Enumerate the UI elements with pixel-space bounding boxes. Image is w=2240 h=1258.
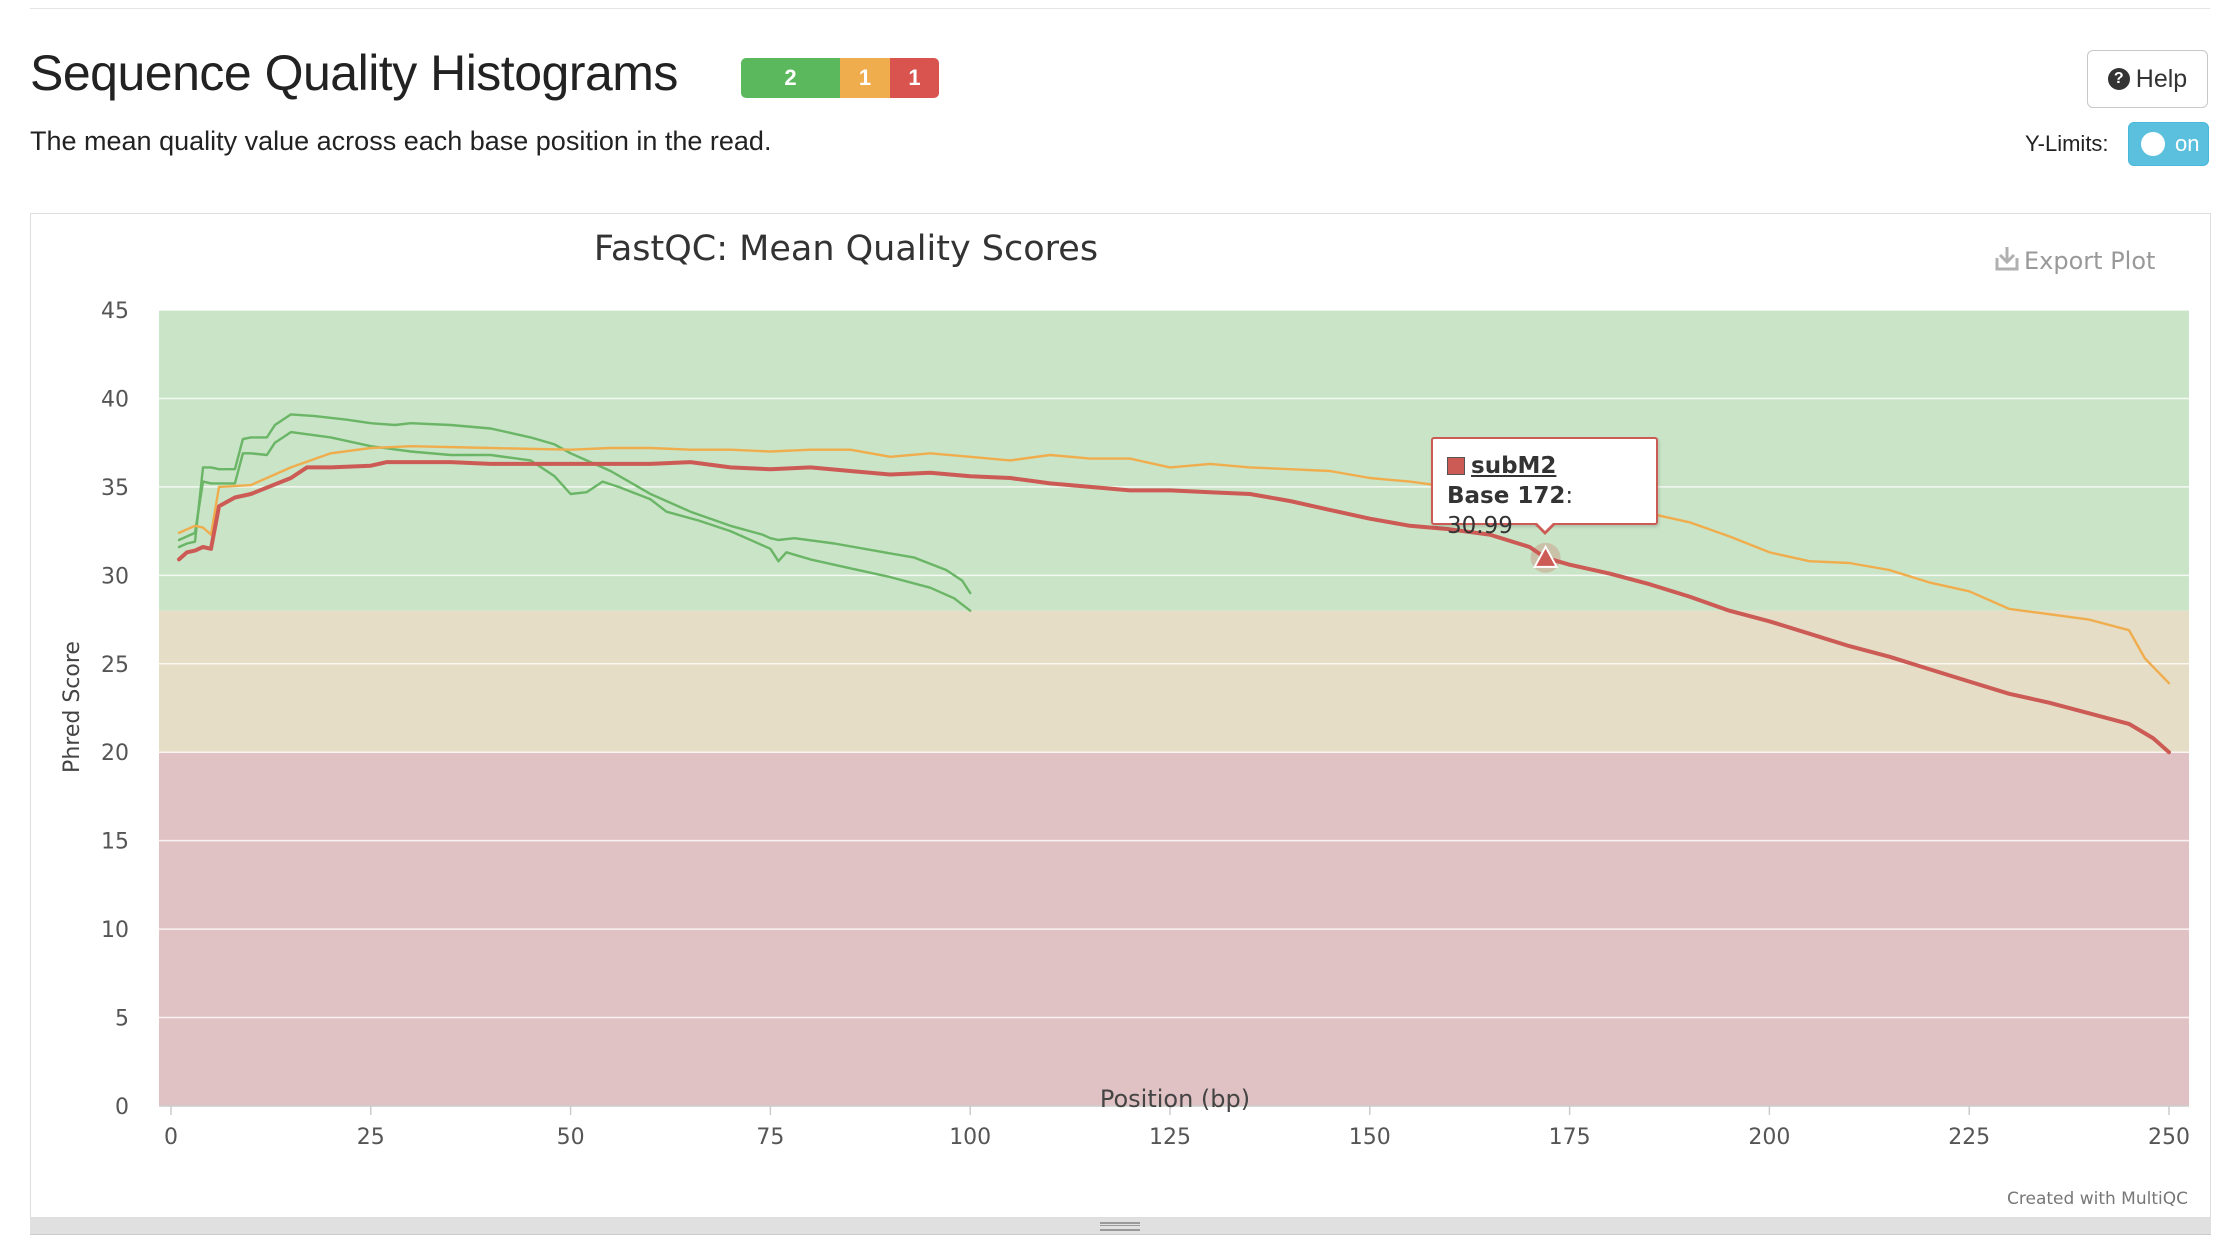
x-tick-label: 250 bbox=[2148, 1125, 2190, 1150]
question-circle-icon: ? bbox=[2107, 68, 2130, 90]
top-divider bbox=[30, 8, 2210, 9]
export-plot-button[interactable]: Export Plot bbox=[1995, 247, 2155, 275]
section-description: The mean quality value across each base … bbox=[30, 126, 772, 156]
tooltip-base-label: Base 172 bbox=[1447, 483, 1566, 509]
y-tick-label: 30 bbox=[101, 564, 129, 589]
quality-band bbox=[159, 610, 2189, 753]
status-warn-count[interactable]: 1 bbox=[840, 58, 890, 98]
x-tick-label: 200 bbox=[1748, 1125, 1790, 1150]
ylimits-toggle-state: on bbox=[2175, 131, 2200, 156]
x-tick-label: 50 bbox=[557, 1125, 585, 1150]
x-tick-label: 75 bbox=[756, 1125, 784, 1150]
grip-icon bbox=[1100, 1222, 1140, 1231]
x-tick-label: 150 bbox=[1349, 1125, 1391, 1150]
download-icon bbox=[1995, 247, 2019, 271]
x-tick-label: 100 bbox=[949, 1125, 991, 1150]
x-tick-label: 25 bbox=[357, 1125, 385, 1150]
y-tick-label: 40 bbox=[101, 387, 129, 412]
x-tick-labels: 0 25 50 75 100 125 150 175 200 225 250 bbox=[164, 1106, 2190, 1150]
help-button-label: Help bbox=[2135, 64, 2188, 93]
y-tick-label: 5 bbox=[115, 1007, 129, 1032]
x-tick-label: 225 bbox=[1948, 1125, 1990, 1150]
tooltip-value: : 30.99 bbox=[1447, 483, 1574, 539]
y-tick-label: 0 bbox=[115, 1095, 129, 1120]
y-tick-label: 35 bbox=[101, 476, 129, 501]
series-line bbox=[177, 460, 2171, 755]
chart-svg: 0 5 10 15 20 25 30 35 40 45 0 25 50 75 100 125 150 175 20… bbox=[60, 229, 2190, 1209]
export-plot-label: Export Plot bbox=[2024, 247, 2155, 275]
x-tick-label: 0 bbox=[164, 1125, 178, 1150]
tooltip-pointer-fill bbox=[1536, 522, 1554, 531]
ylimits-toggle[interactable]: on bbox=[2128, 122, 2209, 166]
y-tick-label: 20 bbox=[101, 741, 129, 766]
tooltip-sample-name[interactable]: subM2 bbox=[1471, 453, 1557, 479]
series-line bbox=[177, 445, 2171, 685]
series-line bbox=[177, 413, 972, 595]
hover-point bbox=[1532, 544, 1559, 568]
series-lines bbox=[177, 413, 2171, 755]
y-tick-label: 15 bbox=[101, 830, 129, 855]
status-pass-count[interactable]: 2 bbox=[741, 58, 840, 98]
highlight-marker bbox=[1530, 542, 1561, 573]
page-title: Sequence Quality Histograms bbox=[30, 45, 678, 101]
y-tick-label: 45 bbox=[101, 299, 129, 324]
series-line bbox=[177, 430, 972, 612]
quality-band bbox=[159, 310, 2189, 611]
data-tooltip: subM2 Base 172: 30.99 bbox=[1431, 437, 1658, 539]
ylimits-label: Y-Limits: bbox=[2025, 131, 2109, 156]
y-axis-label: Phred Score bbox=[60, 641, 85, 773]
y-tick-labels: 0 5 10 15 20 25 30 35 40 45 bbox=[101, 299, 129, 1120]
y-tick-label: 10 bbox=[101, 918, 129, 943]
chart-title: FastQC: Mean Quality Scores bbox=[594, 229, 1098, 269]
help-button[interactable]: ? Help bbox=[2087, 50, 2208, 108]
x-tick-label: 125 bbox=[1149, 1125, 1191, 1150]
status-fail-count[interactable]: 1 bbox=[890, 58, 939, 98]
plot-container: 0 5 10 15 20 25 30 35 40 45 0 25 50 75 100 125 150 175 20… bbox=[30, 213, 2211, 1218]
status-bar: 2 1 1 bbox=[741, 58, 939, 98]
x-axis-label: Position (bp) bbox=[1100, 1085, 1250, 1113]
plot-resize-handle[interactable] bbox=[30, 1218, 2211, 1235]
credit-text: Created with MultiQC bbox=[2007, 1189, 2188, 1209]
quality-bands bbox=[159, 310, 2189, 1106]
gridlines bbox=[159, 309, 2189, 1107]
series-color-swatch bbox=[1447, 457, 1465, 475]
x-tick-label: 175 bbox=[1549, 1125, 1591, 1150]
y-tick-label: 25 bbox=[101, 653, 129, 678]
toggle-knob bbox=[2141, 132, 2165, 156]
